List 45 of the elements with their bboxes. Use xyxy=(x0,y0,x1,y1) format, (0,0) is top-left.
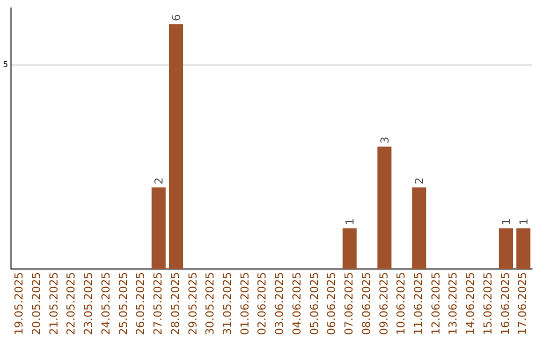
x-tick-label: 22.05.2025 xyxy=(64,272,78,336)
x-tick-label: 17.06.2025 xyxy=(516,272,530,336)
bar xyxy=(498,228,513,270)
x-tick-label: 29.05.2025 xyxy=(186,272,200,336)
data-label: 6 xyxy=(170,14,184,22)
x-tick-label: 08.06.2025 xyxy=(360,272,373,336)
data-label: 2 xyxy=(152,177,166,184)
x-tick-label: 11.06.2025 xyxy=(412,272,425,336)
bar xyxy=(412,187,426,270)
x-tick-label: 09.06.2025 xyxy=(377,272,390,336)
x-tick-label: 06.06.2025 xyxy=(325,272,338,336)
x-tick-label: 24.05.2025 xyxy=(99,272,112,336)
data-label: 3 xyxy=(378,136,392,144)
data-label: 1 xyxy=(500,218,513,226)
x-tick-label: 21.05.2025 xyxy=(47,272,60,336)
x-tick-label: 05.06.2025 xyxy=(308,272,321,336)
x-tick-label: 04.06.2025 xyxy=(290,272,304,336)
x-tick-label: 28.05.2025 xyxy=(168,272,182,336)
x-tick-label: 19.05.2025 xyxy=(12,272,26,336)
x-tick-label: 12.06.2025 xyxy=(429,272,442,336)
x-tick-label: 20.05.2025 xyxy=(30,272,43,336)
data-label: 1 xyxy=(344,218,357,226)
y-tick-label: 5 xyxy=(2,60,8,70)
x-tick-label: 14.06.2025 xyxy=(464,272,478,336)
data-label: 2 xyxy=(413,177,426,184)
x-tick-label: 27.05.2025 xyxy=(152,272,165,336)
bar xyxy=(169,24,184,270)
x-tick-label: 30.05.2025 xyxy=(204,272,217,336)
x-tick-label: 03.06.2025 xyxy=(273,272,286,336)
x-tick-label: 23.05.2025 xyxy=(82,272,96,336)
x-tick-label: 13.06.2025 xyxy=(446,272,460,336)
x-tick-label: 02.06.2025 xyxy=(256,272,269,336)
bar xyxy=(516,228,530,270)
data-label: 1 xyxy=(517,218,530,226)
x-tick-label: 10.06.2025 xyxy=(394,272,408,336)
x-tick-label: 26.05.2025 xyxy=(134,272,148,336)
x-tick-label: 25.05.2025 xyxy=(116,272,130,336)
x-tick-label: 01.06.2025 xyxy=(238,272,252,336)
bar xyxy=(152,187,166,270)
x-tick-label: 15.06.2025 xyxy=(481,272,494,336)
x-tick-label: 16.06.2025 xyxy=(498,272,512,336)
x-tick-label: 31.05.2025 xyxy=(220,272,234,336)
bar xyxy=(342,228,357,270)
bar xyxy=(377,146,392,270)
x-tick-label: 07.06.2025 xyxy=(342,272,356,336)
